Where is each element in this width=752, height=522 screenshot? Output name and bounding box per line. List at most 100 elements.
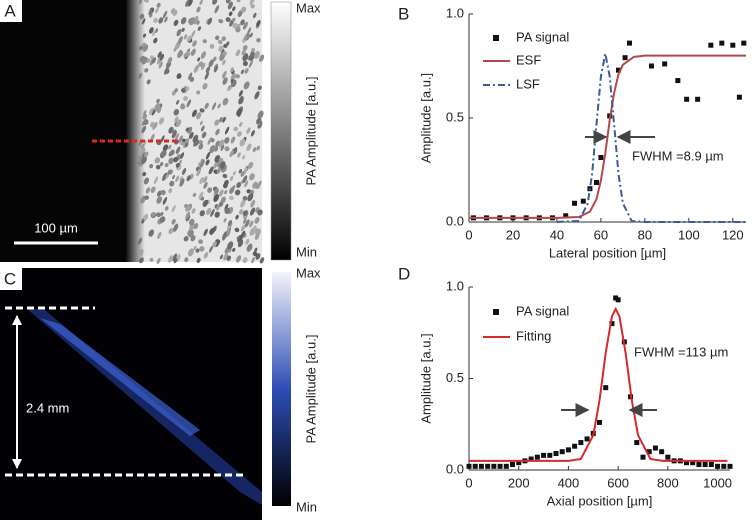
speckle	[175, 146, 181, 155]
speckle	[205, 151, 211, 160]
y-tick-label: 0.5	[446, 370, 464, 385]
data-point	[603, 385, 609, 391]
speckle	[229, 195, 234, 201]
data-point	[626, 40, 632, 46]
speckle	[224, 190, 228, 195]
speckle	[214, 146, 219, 152]
speckle	[256, 20, 261, 27]
speckle	[185, 211, 191, 220]
speckle	[188, 131, 194, 140]
data-point	[563, 213, 569, 219]
data-point	[609, 321, 615, 327]
series-line	[556, 53, 746, 223]
x-tick-label: 0	[465, 475, 472, 490]
speckle	[176, 99, 180, 105]
speckle	[257, 209, 263, 216]
speckle	[247, 245, 253, 251]
speckle	[172, 9, 178, 16]
speckle	[232, 22, 238, 29]
speckle	[196, 112, 202, 120]
speckle	[224, 146, 230, 152]
data-point	[640, 454, 646, 460]
speckle	[218, 18, 224, 24]
speckle	[171, 205, 176, 213]
speckle	[192, 192, 197, 198]
speckle	[152, 122, 158, 130]
legend-label: ESF	[516, 52, 541, 67]
speckle	[237, 152, 241, 158]
speckle	[212, 0, 218, 5]
speckle	[242, 155, 246, 160]
speckle	[173, 19, 179, 27]
data-point	[659, 449, 665, 455]
speckle	[198, 139, 203, 145]
speckle	[156, 196, 163, 204]
speckle	[174, 116, 179, 123]
speckle	[149, 55, 154, 60]
speckle	[240, 69, 245, 75]
speckle	[186, 86, 190, 92]
speckle	[154, 28, 159, 34]
image-c	[0, 268, 262, 520]
speckle	[229, 150, 234, 158]
speckle	[184, 142, 189, 148]
speckle	[254, 228, 260, 233]
speckle	[196, 6, 201, 13]
speckle	[216, 240, 220, 247]
speckle	[240, 19, 245, 26]
speckle	[227, 241, 234, 250]
data-point	[584, 436, 590, 442]
speckle	[259, 257, 265, 264]
x-tick-label: 200	[508, 475, 530, 490]
data-point	[741, 40, 747, 46]
speckle	[165, 174, 169, 179]
speckle	[175, 175, 180, 183]
data-point	[695, 96, 701, 102]
speckle	[213, 161, 218, 169]
speckle	[168, 144, 172, 150]
speckle	[137, 237, 143, 245]
speckle	[199, 177, 204, 185]
speckle	[222, 173, 228, 179]
y-tick-label: 1.0	[446, 278, 464, 293]
data-point	[665, 454, 671, 460]
speckle	[154, 103, 161, 112]
speckle	[189, 76, 195, 82]
speckle	[196, 257, 201, 264]
speckle	[212, 225, 217, 234]
speckle	[218, 157, 224, 163]
speckle	[217, 39, 223, 45]
speckle	[192, 40, 197, 47]
speckle	[215, 35, 220, 41]
speckle	[202, 39, 207, 44]
speckle	[224, 126, 230, 135]
speckle	[181, 27, 185, 32]
speckle	[236, 182, 242, 188]
speckle	[199, 108, 205, 113]
speckle	[168, 126, 174, 134]
x-tick-label: 600	[607, 475, 629, 490]
speckle	[162, 144, 169, 152]
speckle	[247, 193, 254, 202]
speckle	[242, 21, 248, 30]
speckle	[236, 235, 240, 240]
speckle	[230, 67, 234, 73]
speckle	[143, 0, 149, 3]
speckle	[208, 245, 213, 253]
speckle	[196, 168, 201, 177]
speckle	[254, 50, 260, 59]
speckle	[186, 35, 192, 42]
data-point	[622, 55, 628, 61]
speckle	[173, 156, 179, 163]
speckle	[233, 126, 238, 132]
speckle	[186, 99, 192, 108]
x-axis-label: Lateral position [µm]	[549, 245, 666, 260]
data-point	[736, 94, 742, 100]
speckle	[168, 255, 174, 263]
legend-marker	[493, 35, 499, 41]
annotation: FWHM =113 µm	[634, 344, 728, 359]
speckle	[153, 176, 159, 185]
speckle	[139, 257, 144, 264]
speckle	[171, 218, 176, 225]
